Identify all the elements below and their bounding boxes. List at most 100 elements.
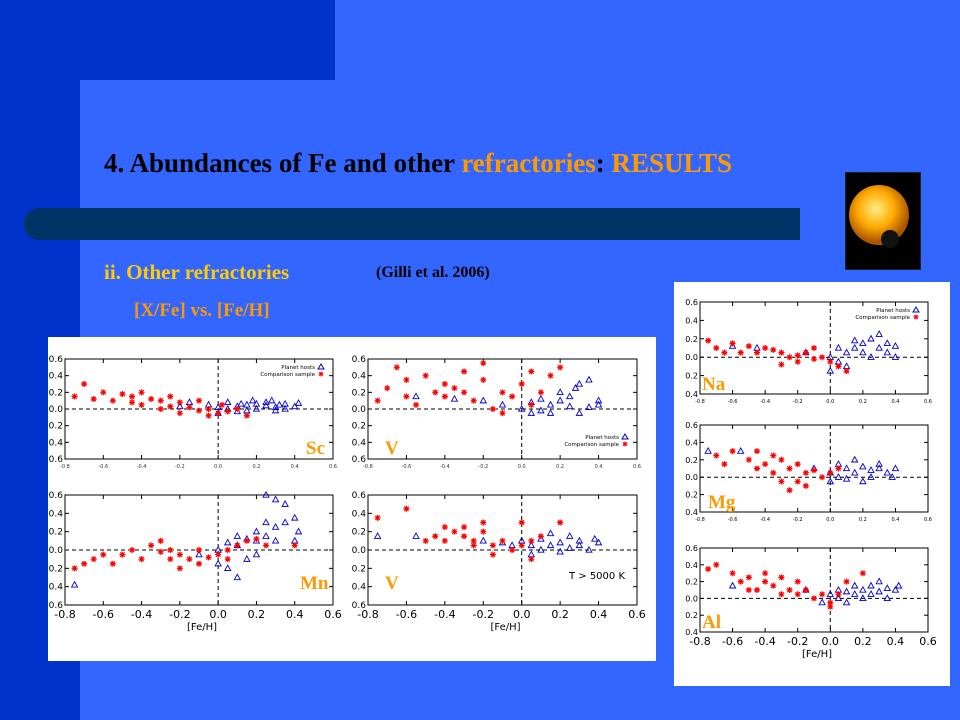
comparison-point <box>234 406 241 412</box>
comparison-point <box>557 364 564 371</box>
ytick-label: 0.2 <box>352 564 366 574</box>
planet-host-point <box>214 559 222 567</box>
legend-label-comparison: Comparison sample <box>260 372 315 378</box>
xtick-label: 0.6 <box>628 608 646 621</box>
comparison-point <box>762 578 769 585</box>
planet-host-point <box>585 403 593 410</box>
comparison-point <box>729 570 736 577</box>
comparison-point <box>109 397 116 404</box>
xtick-label: -0.8 <box>695 517 705 523</box>
xtick-label: -0.4 <box>440 464 450 470</box>
planet-host-point <box>275 400 284 408</box>
comparison-point <box>470 537 477 544</box>
comparison-point <box>537 389 544 396</box>
planet-host-point <box>271 536 280 544</box>
ytick-label: 0.4 <box>352 509 367 519</box>
title-prefix: 4. Abundances of Fe and other <box>104 148 462 178</box>
comparison-point <box>745 343 752 350</box>
xtick-label: 0.0 <box>826 517 834 523</box>
xtick-label: 0.2 <box>859 399 867 405</box>
xtick-label: 0.4 <box>291 464 299 470</box>
comparison-point <box>778 361 785 368</box>
comparison-point <box>835 363 842 370</box>
planet-host-point <box>834 357 843 365</box>
figure-right-plots: 0.60.40.20.00.20.4-0.8 -0.6 -0.4 -0.2 0.0 0.2… <box>685 298 936 660</box>
planet-host-point <box>891 464 900 472</box>
comparison-point <box>71 393 78 400</box>
comparison-point <box>403 505 410 512</box>
comparison-point <box>90 396 97 402</box>
ytick-label: 0.2 <box>49 422 63 432</box>
comparison-point <box>819 474 826 481</box>
planet-host-point <box>185 398 194 405</box>
comparison-point <box>778 349 785 356</box>
comparison-point <box>811 356 817 363</box>
ytick-label: 0.2 <box>685 335 698 344</box>
planet-host-point <box>537 406 545 414</box>
comparison-point <box>778 574 785 581</box>
comparison-point <box>811 345 817 351</box>
ytick-label: 0.4 <box>352 438 367 448</box>
star-planet-image <box>845 172 921 270</box>
planet-host-point <box>850 590 859 597</box>
xtick-label: -0.4 <box>137 464 147 470</box>
comparison-point <box>827 469 834 476</box>
comparison-point <box>403 393 410 400</box>
ytick-label: 0.0 <box>685 473 698 482</box>
ytick-label: 0.6 <box>49 491 64 501</box>
ytick-label: 0.6 <box>352 355 367 365</box>
comparison-point <box>100 551 107 558</box>
comparison-point <box>215 551 222 558</box>
xtick-label: -0.2 <box>793 517 803 523</box>
legend-marker-triangle <box>317 363 325 370</box>
xtick-label: 0.6 <box>924 399 932 405</box>
planet-host-point <box>281 500 289 507</box>
comparison-point <box>745 574 752 581</box>
comparison-point <box>480 528 487 535</box>
x-axis-label: [Fe/H] <box>187 622 217 633</box>
comparison-point <box>721 349 728 356</box>
planet-host-point <box>842 464 851 472</box>
comparison-point <box>489 406 496 412</box>
planet-host-point <box>575 541 584 549</box>
comparison-point <box>794 358 801 365</box>
comparison-point <box>157 397 164 404</box>
planet-host-point <box>450 394 459 402</box>
xtick-label: 0.2 <box>551 608 569 621</box>
comparison-point <box>547 372 554 379</box>
comparison-point <box>802 587 809 593</box>
comparison-point <box>762 345 769 351</box>
comparison-point <box>528 537 535 544</box>
planet-host-point <box>262 518 270 526</box>
ytick-label: 0.2 <box>49 564 63 574</box>
planet-host-point <box>252 527 261 535</box>
planet-host-point <box>556 388 564 395</box>
comparison-point <box>480 376 487 383</box>
comparison-point <box>745 587 752 593</box>
planet-host-point <box>888 473 896 480</box>
comparison-point <box>489 542 496 549</box>
comparison-point <box>224 556 231 563</box>
legend-marker-triangle <box>621 433 629 440</box>
comparison-point <box>186 556 193 563</box>
planet-host-point <box>412 392 420 400</box>
planet-host-point <box>233 532 242 539</box>
legend-label-planet-hosts: Planet hosts <box>876 308 910 314</box>
ytick-label: 0.2 <box>352 388 366 398</box>
ytick-label: 0.4 <box>685 316 698 325</box>
comparison-point <box>518 519 525 526</box>
planet-host-point <box>233 573 242 581</box>
planet-host-point <box>850 343 859 351</box>
planet-host-point <box>565 392 574 400</box>
comparison-point <box>729 340 736 347</box>
ytick-label: 0.6 <box>49 455 64 465</box>
x-axis-label: [Fe/H] <box>802 649 832 660</box>
planet-host-point <box>195 550 203 558</box>
planet-host-point <box>479 536 488 544</box>
xtick-label: -0.6 <box>98 464 108 470</box>
xtick-label: -0.2 <box>787 635 808 648</box>
comparison-point <box>413 401 420 408</box>
comparison-point <box>528 556 535 563</box>
ytick-label: 0.6 <box>352 601 367 611</box>
planet-host-point <box>281 404 289 412</box>
